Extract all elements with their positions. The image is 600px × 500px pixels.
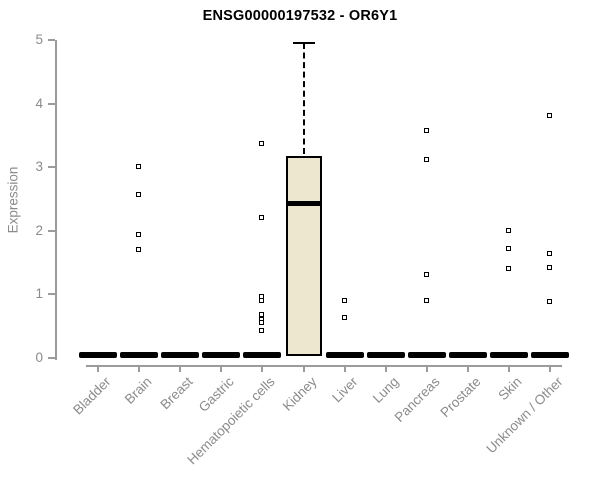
y-tick-label: 2	[35, 222, 43, 238]
x-tick-label: Prostate	[437, 374, 484, 421]
outlier-point	[547, 299, 553, 305]
outlier-point	[136, 246, 142, 252]
outlier-point	[423, 272, 429, 278]
outlier-point	[547, 264, 553, 270]
x-tick-label: Breast	[157, 374, 196, 413]
x-tick-mark	[220, 365, 223, 372]
x-tick-mark	[549, 365, 552, 372]
x-tick-label: Bladder	[70, 374, 114, 418]
outlier-point	[136, 164, 142, 170]
y-tick-mark	[48, 357, 55, 359]
y-tick-label: 4	[35, 95, 43, 111]
y-tick-label: 3	[35, 159, 43, 175]
flat-box-at-zero	[448, 352, 487, 358]
flat-box-at-zero	[531, 352, 570, 358]
outlier-point	[506, 245, 511, 251]
x-tick-mark	[508, 365, 510, 372]
x-tick-mark	[425, 365, 428, 372]
outlier-point	[547, 251, 553, 257]
x-tick-mark	[97, 365, 99, 372]
outlier-point	[259, 297, 265, 303]
outlier-point	[423, 297, 429, 303]
flat-box-at-zero	[325, 352, 364, 358]
y-tick-mark	[48, 293, 55, 296]
outlier-point	[259, 311, 265, 317]
y-tick-mark	[48, 102, 55, 105]
y-tick-label: 0	[35, 350, 43, 365]
x-axis-line	[86, 365, 563, 367]
outlier-point	[259, 215, 265, 221]
x-tick-label: Skin	[495, 374, 525, 404]
x-tick-label: Liver	[328, 374, 361, 406]
median-line	[285, 201, 322, 207]
outlier-point	[506, 227, 511, 233]
flat-box-at-zero	[243, 352, 282, 358]
x-tick-label: Unknown / Other	[483, 374, 566, 457]
x-tick-mark	[261, 365, 264, 372]
upper-whisker	[302, 43, 305, 155]
y-tick-mark	[48, 229, 55, 232]
outlier-point	[259, 328, 265, 334]
flat-box-at-zero	[366, 352, 405, 358]
x-tick-label: Brain	[121, 374, 155, 407]
y-tick-mark	[48, 166, 55, 169]
x-tick-mark	[302, 365, 305, 372]
y-tick-mark	[48, 39, 55, 41]
outlier-point	[259, 320, 265, 326]
flat-box-at-zero	[490, 352, 528, 358]
flat-box-at-zero	[120, 352, 159, 358]
outlier-point	[341, 314, 347, 320]
flat-box-at-zero	[202, 352, 241, 358]
upper-whisker-cap	[292, 42, 315, 45]
outlier-point	[506, 265, 511, 271]
y-axis-line	[55, 40, 57, 360]
outlier-point	[136, 232, 142, 238]
outlier-point	[136, 191, 142, 197]
box	[285, 156, 322, 357]
x-tick-label: Lung	[369, 374, 402, 406]
flat-box-at-zero	[161, 352, 200, 358]
x-tick-mark	[138, 365, 141, 372]
x-tick-mark	[384, 365, 387, 372]
y-tick-label: 1	[35, 286, 43, 302]
x-tick-mark	[179, 365, 182, 372]
outlier-point	[341, 297, 347, 303]
x-tick-mark	[343, 365, 346, 372]
flat-box-at-zero	[407, 352, 446, 358]
outlier-point	[423, 127, 429, 133]
outlier-point	[259, 140, 265, 146]
x-tick-mark	[466, 365, 469, 372]
chart-title: ENSG00000197532 - OR6Y1	[202, 8, 398, 24]
y-tick-label: 5	[35, 32, 43, 47]
x-tick-label: Kidney	[279, 374, 320, 414]
outlier-point	[547, 113, 553, 119]
outlier-point	[423, 156, 429, 162]
flat-box-at-zero	[79, 352, 117, 358]
